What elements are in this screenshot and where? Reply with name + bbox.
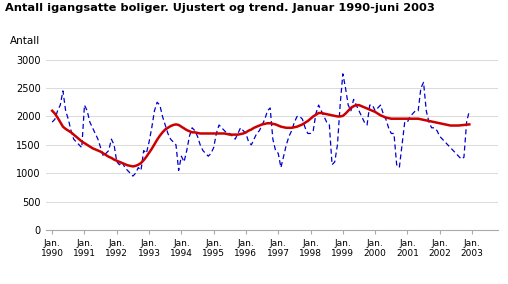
- Text: Antall igangsatte boliger. Ujustert og trend. Januar 1990-juni 2003: Antall igangsatte boliger. Ujustert og t…: [5, 3, 435, 13]
- Text: Antall: Antall: [10, 36, 40, 46]
